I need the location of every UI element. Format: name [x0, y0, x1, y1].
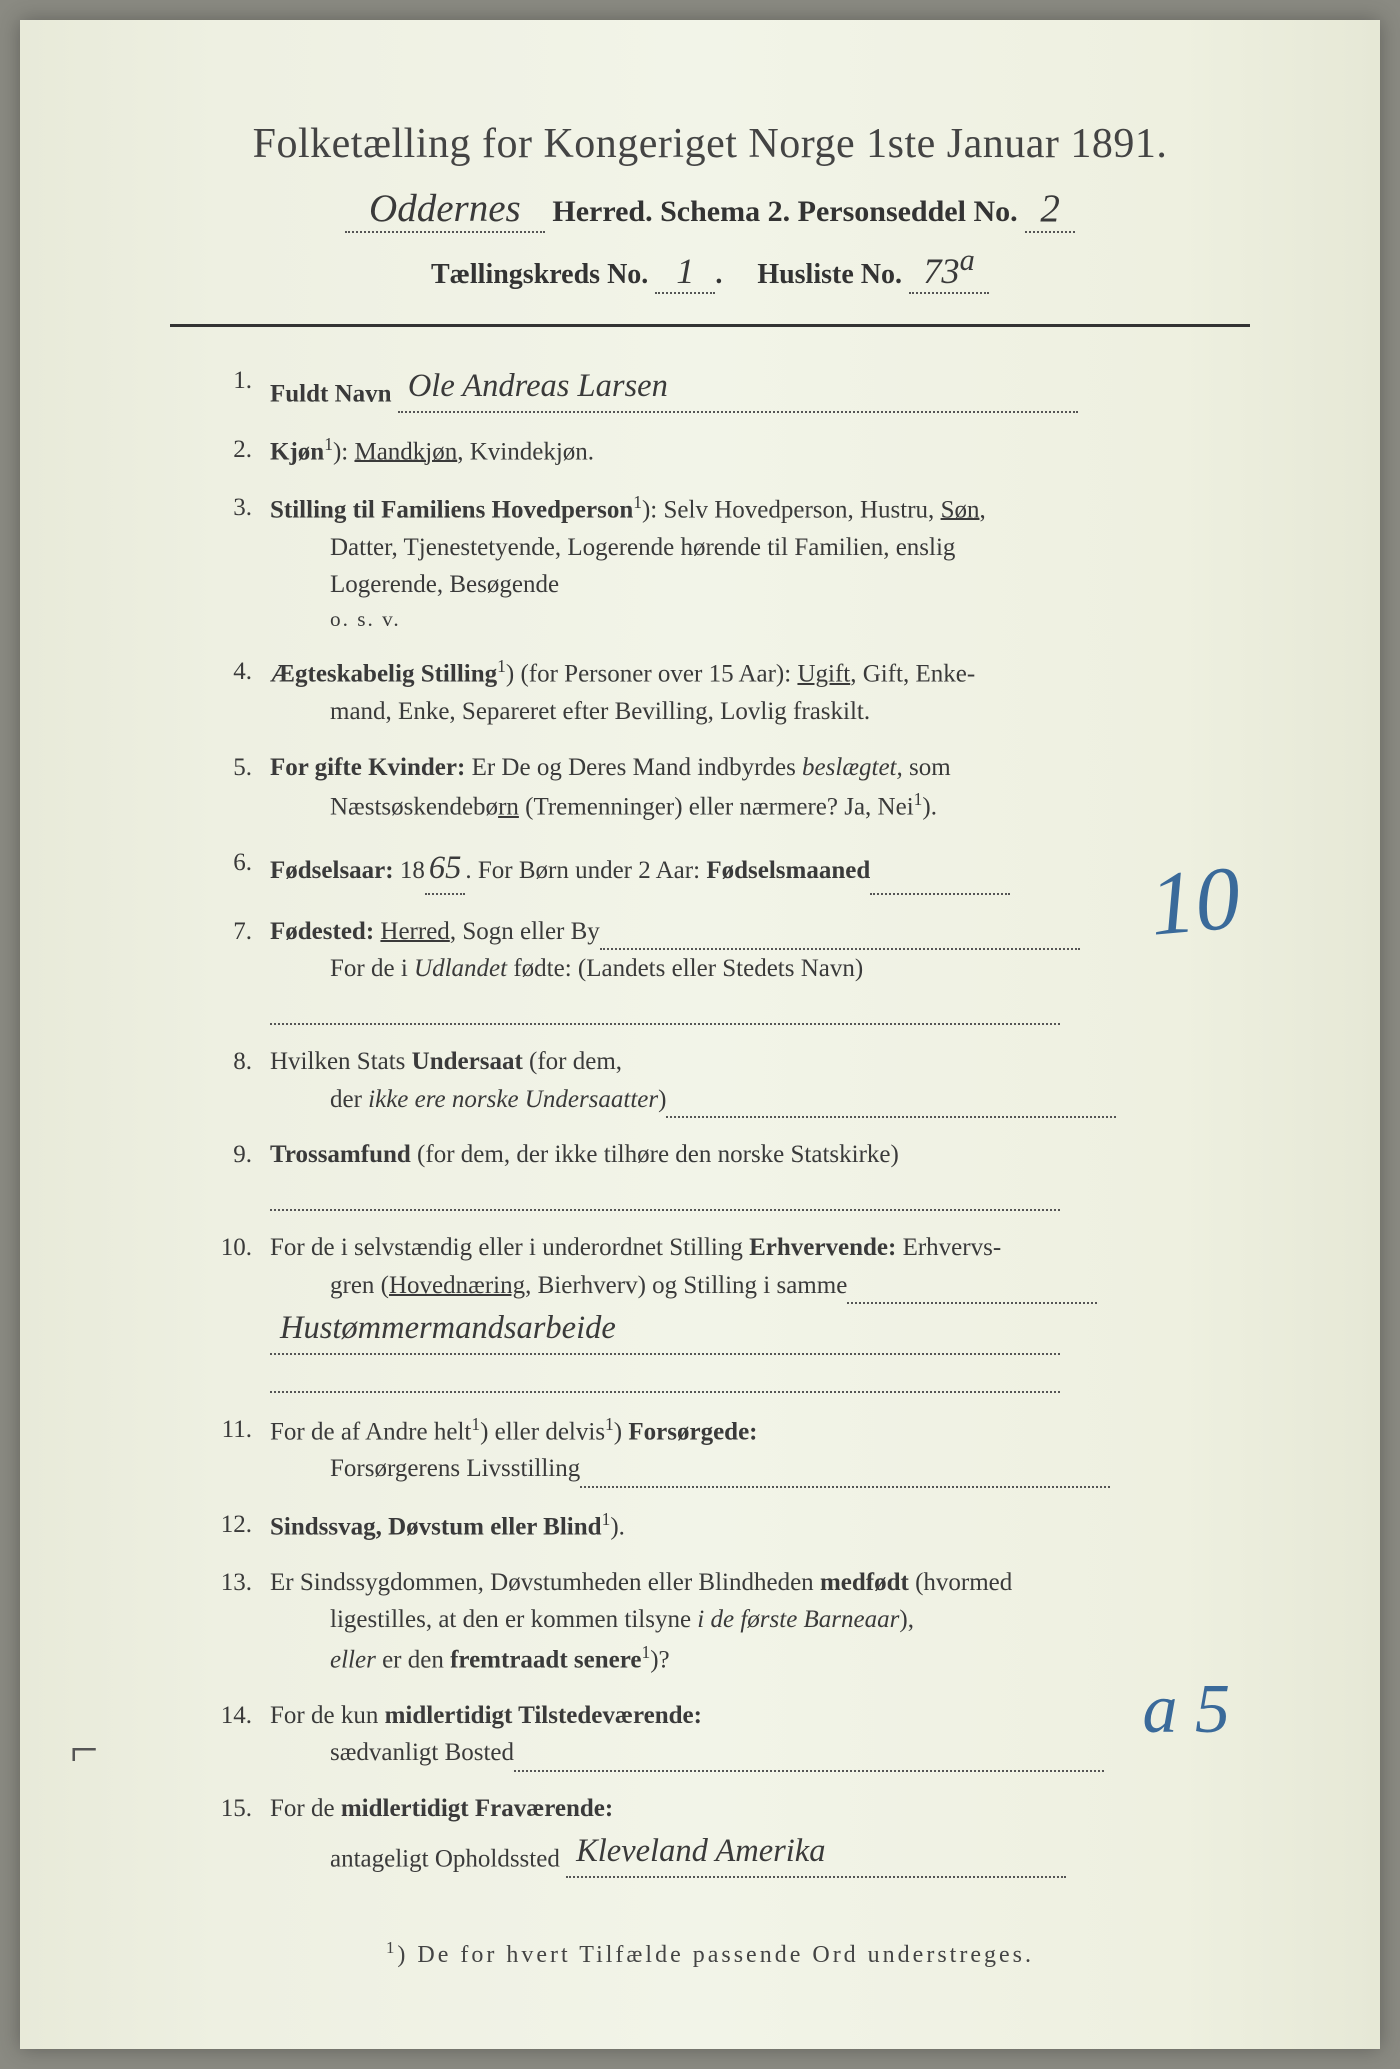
label-disability: Sindssvag, Døvstum eller Blind: [270, 1513, 602, 1540]
row-15: 15. For de midlertidigt Fraværende: anta…: [210, 1790, 1250, 1878]
label-birthyear: Fødselsaar:: [270, 857, 394, 884]
row-5: 5. For gifte Kvinder: Er De og Deres Man…: [210, 749, 1250, 826]
row-9: 9. Trossamfund (for dem, der ikke tilhør…: [210, 1136, 1250, 1211]
label-subject: Undersaat: [412, 1048, 523, 1075]
herred-value: Oddernes: [345, 186, 545, 233]
margin-annotation-a5: a 5: [1143, 1670, 1231, 1750]
kreds-label: Tællingskreds No.: [431, 259, 648, 290]
margin-squiggle: ⌐: [70, 1720, 98, 1778]
row-6: 6. Fødselsaar: 1865. For Børn under 2 Aa…: [210, 844, 1250, 895]
divider: [170, 324, 1250, 327]
row-1: 1. Fuldt Navn Ole Andreas Larsen: [210, 362, 1250, 413]
absent-location-value: Kleveland Amerika: [566, 1827, 1066, 1878]
label-religion: Trossamfund: [270, 1141, 411, 1168]
relation-son: Søn: [941, 496, 980, 523]
name-value: Ole Andreas Larsen: [398, 362, 1078, 413]
birthplace-herred: Herred: [380, 918, 449, 945]
form-body: 1. Fuldt Navn Ole Andreas Larsen 2. Kjøn…: [170, 362, 1250, 1878]
person-label: Personseddel No.: [798, 195, 1018, 228]
label-occupation: Erhvervende:: [749, 1234, 896, 1261]
marital-unmarried: Ugift: [797, 661, 850, 688]
label-temporary-present: midlertidigt Tilstedeværende:: [385, 1702, 702, 1729]
label-married-women: For gifte Kvinder:: [270, 754, 465, 781]
husliste-no: 73a: [909, 243, 989, 294]
label-birthplace: Fødested:: [270, 918, 374, 945]
label-name: Fuldt Navn: [270, 380, 392, 407]
row-2: 2. Kjøn1): Mandkjøn, Kvindekjøn.: [210, 431, 1250, 471]
row-4: 4. Ægteskabelig Stilling1) (for Personer…: [210, 653, 1250, 730]
row-12: 12. Sindssvag, Døvstum eller Blind1).: [210, 1506, 1250, 1546]
schema-label: Schema 2.: [660, 195, 790, 228]
subtitle-row-2: Tællingskreds No. 1. Husliste No. 73a: [170, 243, 1250, 294]
birthyear-value: 65: [425, 844, 466, 895]
row-13: 13. Er Sindssygdommen, Døvstumheden elle…: [210, 1564, 1250, 1679]
occupation-value: Hustømmermandsarbeide: [270, 1304, 1060, 1355]
row-8: 8. Hvilken Stats Undersaat (for dem, der…: [210, 1043, 1250, 1118]
census-form-page: Folketælling for Kongeriget Norge 1ste J…: [20, 20, 1380, 2049]
main-title: Folketælling for Kongeriget Norge 1ste J…: [170, 120, 1250, 168]
footnote: 1) De for hvert Tilfælde passende Ord un…: [170, 1938, 1250, 1969]
person-no: 2: [1025, 186, 1075, 233]
row-10: 10. For de i selvstændig eller i underor…: [210, 1229, 1250, 1392]
kreds-no: 1: [655, 250, 715, 294]
label-sex: Kjøn: [270, 438, 324, 465]
row-7: 7. Fødested: Herred, Sogn eller By For d…: [210, 913, 1250, 1026]
subtitle-row-1: Oddernes Herred. Schema 2. Personseddel …: [170, 186, 1250, 233]
row-3: 3. Stilling til Familiens Hovedperson1):…: [210, 489, 1250, 636]
row-14: 14. For de kun midlertidigt Tilstedevære…: [210, 1697, 1250, 1772]
label-relation: Stilling til Familiens Hovedperson: [270, 496, 633, 523]
husliste-label: Husliste No.: [757, 259, 902, 290]
label-marital: Ægteskabelig Stilling: [270, 661, 497, 688]
label-supported: Forsørgede:: [628, 1418, 757, 1445]
label-temporary-absent: midlertidigt Fraværende:: [341, 1795, 613, 1822]
margin-annotation-10: 10: [1146, 846, 1245, 956]
herred-label: Herred.: [552, 195, 652, 228]
sex-male: Mandkjøn: [354, 438, 457, 465]
row-11: 11. For de af Andre helt1) eller delvis1…: [210, 1411, 1250, 1488]
